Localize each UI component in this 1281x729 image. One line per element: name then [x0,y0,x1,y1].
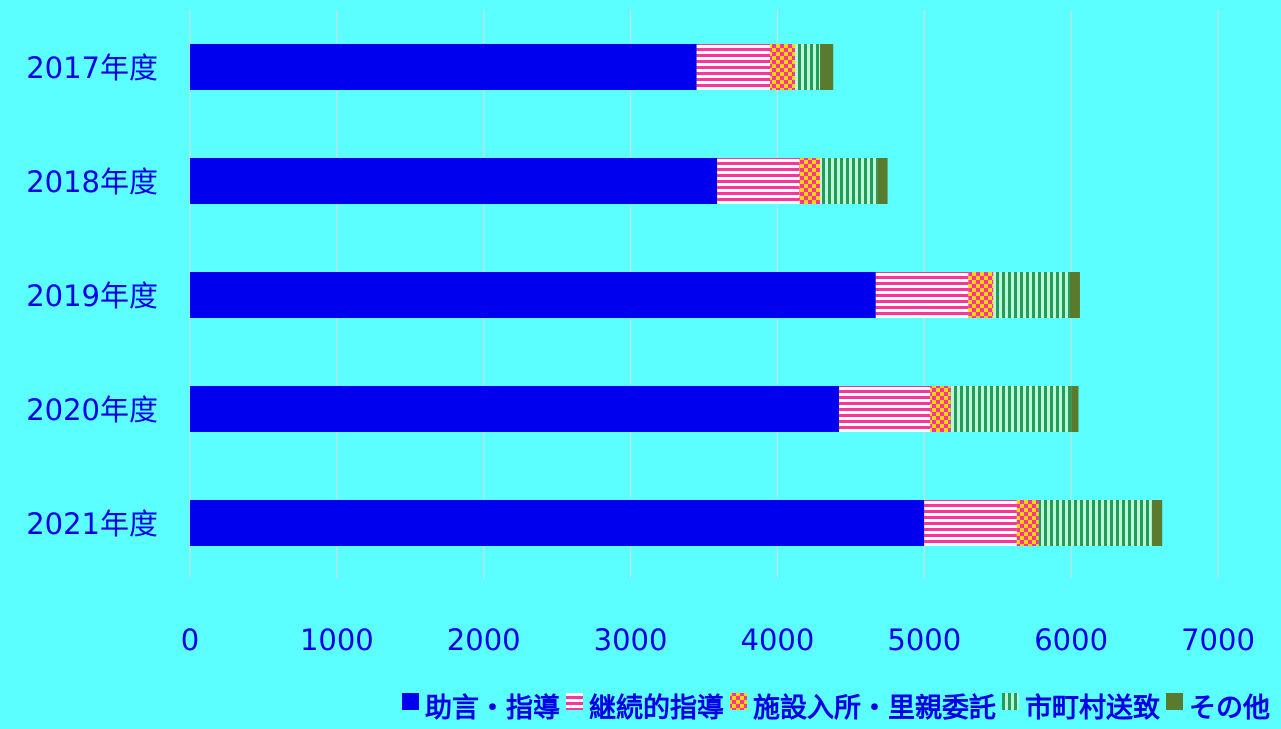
x-tick-label: 4000 [741,623,815,657]
bar-segment [1071,386,1079,432]
legend-swatch [1166,693,1183,710]
legend-swatch [566,693,583,710]
bar-segment [930,386,951,432]
bar-segment [1151,500,1163,546]
x-tick-label: 0 [181,623,199,657]
legend-item: 継続的指導 [566,692,724,724]
bar-segment [190,44,697,90]
bar-segment [968,272,994,318]
bar-segment [924,500,1017,546]
bar-segment [190,272,876,318]
category-label: 2017年度 [26,51,158,85]
legend-label: その他 [1189,693,1270,724]
x-tick-label: 2000 [447,623,521,657]
x-tick-label: 3000 [594,623,668,657]
legend-swatch [730,693,747,710]
bar-segment [993,272,1070,318]
bar-segment [770,44,796,90]
x-tick-label: 6000 [1034,623,1108,657]
bar-segment [795,44,821,90]
bar-segment [799,158,821,204]
bar-segment [875,272,969,318]
bar-segment [877,158,888,204]
legend-swatch [402,693,419,710]
bar-segment [1069,272,1080,318]
category-label: 2020年度 [26,393,158,427]
x-tick-label: 5000 [887,623,961,657]
bar-segment [820,44,834,90]
x-tick-label: 7000 [1181,623,1255,657]
legend-label: 施設入所・里親委託 [753,692,996,724]
bar-segment [190,500,925,546]
legend-item: 市町村送致 [1002,692,1160,724]
legend-item: その他 [1166,693,1270,724]
bar-segment [950,386,1072,432]
bar-segment [1038,500,1152,546]
bar-segment [820,158,878,204]
x-tick-label: 1000 [300,623,374,657]
category-label: 2019年度 [26,279,158,313]
legend-label: 継続的指導 [589,692,724,724]
bar-segment [190,386,840,432]
legend-item: 施設入所・里親委託 [730,692,996,724]
legend-item: 助言・指導 [402,692,560,724]
bar-segment [1016,500,1039,546]
bar-segment [717,158,800,204]
category-label: 2018年度 [26,165,158,199]
legend-label: 助言・指導 [425,692,560,724]
bar-segment [190,158,718,204]
category-label: 2021年度 [26,507,158,541]
bar-segment [839,386,931,432]
bar-segment [696,44,771,90]
legend-label: 市町村送致 [1025,692,1160,724]
legend-swatch [1002,693,1019,710]
